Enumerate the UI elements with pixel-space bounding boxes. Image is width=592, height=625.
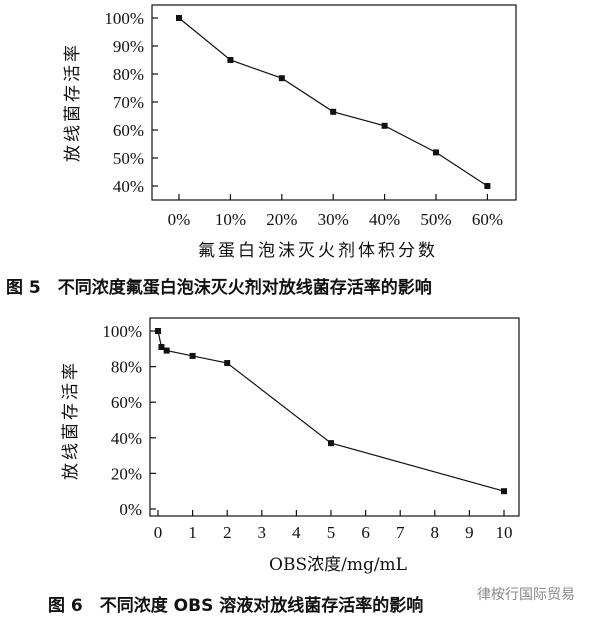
chart6-data-point bbox=[163, 347, 170, 354]
chart5-data-point bbox=[484, 183, 491, 189]
chart5-caption: 图 5 不同浓度氟蛋白泡沫灭火剂对放线菌存活率的影响 bbox=[6, 277, 432, 298]
chart6-x-tick-label: 4 bbox=[292, 523, 301, 542]
chart5-y-tick-label: 80% bbox=[113, 65, 144, 84]
chart5-data-point bbox=[330, 108, 337, 115]
chart5-x-tick-label: 0% bbox=[168, 210, 191, 229]
chart5-y-tick-label: 70% bbox=[113, 93, 144, 112]
chart6-y-tick-label: 0% bbox=[119, 500, 142, 519]
chart5-x-tick-label: 20% bbox=[266, 210, 297, 229]
chart6-x-tick-label: 5 bbox=[327, 523, 336, 542]
chart6-data-point bbox=[501, 488, 507, 495]
chart6-x-tick-label: 7 bbox=[396, 523, 405, 542]
chart5-xlabel: 氟蛋白泡沫灭火剂体积分数 bbox=[198, 241, 438, 261]
chart5-ylabel: 放线菌存活率 bbox=[63, 42, 83, 162]
chart6-x-tick-label: 8 bbox=[431, 523, 440, 542]
chart6-y-tick-label: 80% bbox=[111, 358, 142, 377]
chart6-ylabel: 放线菌存活率 bbox=[61, 360, 81, 480]
chart5-y-tick-label: 40% bbox=[113, 177, 144, 196]
chart6-data-point bbox=[189, 352, 196, 359]
chart5-x-tick-label: 50% bbox=[420, 210, 451, 229]
chart6-data-point bbox=[224, 360, 231, 367]
chart5-y-tick-label: 60% bbox=[113, 121, 144, 140]
chart6-plot-frame bbox=[149, 317, 520, 517]
chart5-data-point bbox=[433, 149, 439, 156]
chart6-data-point bbox=[155, 328, 161, 334]
chart5-series-line bbox=[178, 17, 488, 187]
chart-5: 放线菌存活率 氟蛋白泡沫灭火剂体积分数 图 5 不同浓度氟蛋白泡沫灭火剂对放线菌… bbox=[6, 4, 517, 298]
chart6-x-tick-label: 9 bbox=[465, 523, 474, 542]
chart5-x-tick-label: 10% bbox=[215, 210, 246, 229]
chart6-data-point bbox=[158, 344, 165, 351]
chart6-series-line bbox=[157, 330, 505, 492]
chart5-data-point bbox=[381, 122, 388, 129]
chart6-data-point bbox=[328, 440, 334, 447]
chart6-y-tick-label: 40% bbox=[111, 429, 142, 448]
chart6-y-tick-label: 100% bbox=[102, 322, 142, 341]
watermark-text: 律桉行国际贸易 bbox=[477, 587, 575, 603]
chart5-x-tick-label: 40% bbox=[369, 210, 400, 229]
chart6-x-tick-label: 6 bbox=[361, 523, 370, 542]
chart5-x-tick-label: 30% bbox=[318, 210, 349, 229]
chart5-y-tick-label: 90% bbox=[113, 37, 144, 56]
chart6-y-tick-label: 20% bbox=[111, 464, 142, 483]
chart5-x-tick-label: 60% bbox=[472, 210, 503, 229]
chart5-plot-frame bbox=[151, 4, 517, 201]
chart6-x-tick-label: 0 bbox=[154, 523, 163, 542]
chart-6: 放线菌存活率 OBS浓度/mg/mL 图 6 不同浓度 OBS 溶液对放线菌存活… bbox=[48, 317, 520, 616]
chart6-x-tick-label: 10 bbox=[496, 523, 513, 542]
chart5-data-point bbox=[176, 15, 182, 21]
chart5-y-tick-label: 100% bbox=[104, 9, 144, 28]
chart6-caption: 图 6 不同浓度 OBS 溶液对放线菌存活率的影响 bbox=[48, 595, 423, 616]
chart6-x-tick-label: 2 bbox=[223, 523, 232, 542]
chart6-x-tick-label: 3 bbox=[258, 523, 267, 542]
chart5-y-tick-label: 50% bbox=[113, 149, 144, 168]
chart6-x-tick-label: 1 bbox=[188, 523, 197, 542]
chart5-data-point bbox=[227, 57, 234, 63]
chart5-data-point bbox=[278, 75, 285, 82]
chart6-xlabel: OBS浓度/mg/mL bbox=[269, 555, 407, 575]
chart6-y-tick-label: 60% bbox=[111, 393, 142, 412]
